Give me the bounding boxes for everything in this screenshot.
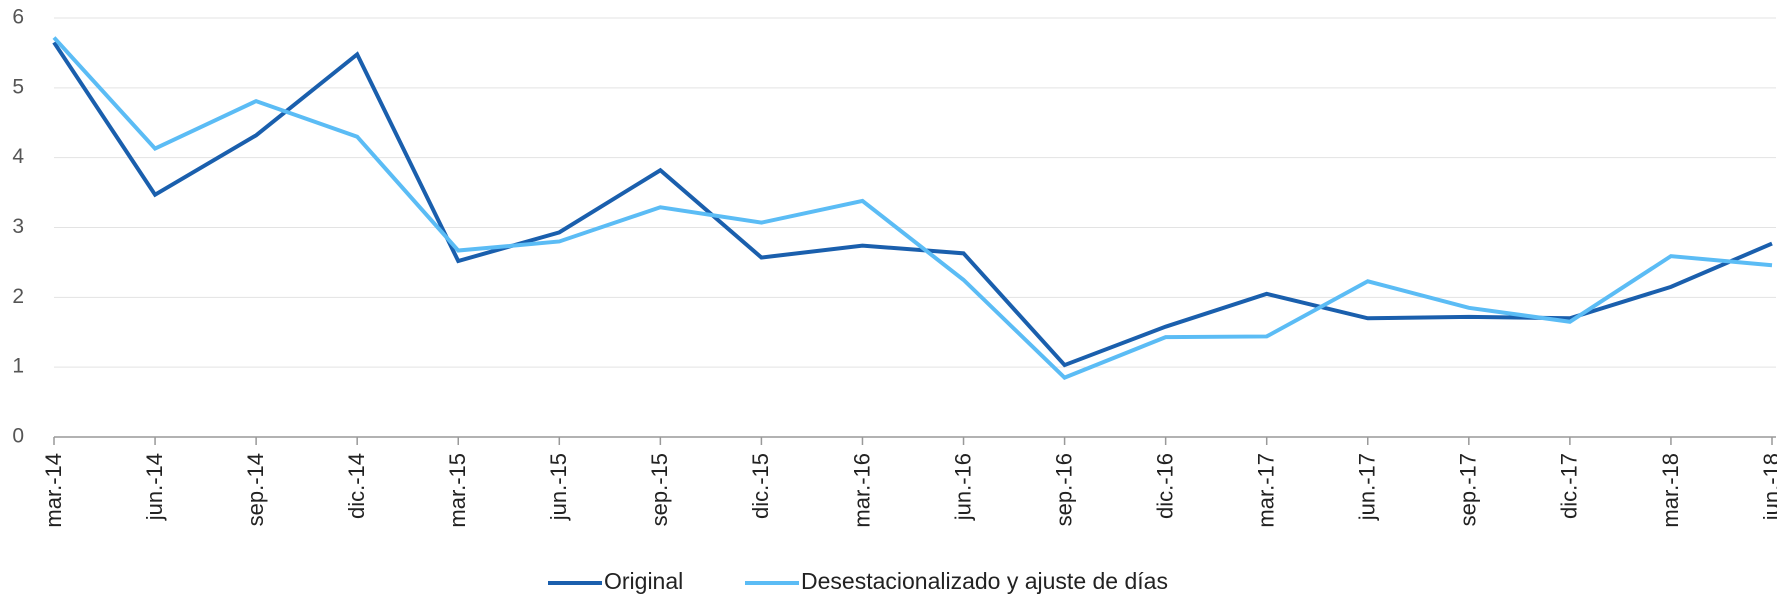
x-tick-label: jun.-18 — [1759, 453, 1777, 521]
x-tick-label: sep.-17 — [1456, 453, 1481, 526]
x-tick-label: jun.-15 — [546, 453, 571, 521]
y-tick-label: 4 — [12, 145, 24, 168]
x-tick-label: mar.-15 — [445, 453, 470, 528]
x-tick-label: sep.-14 — [243, 453, 268, 526]
x-tick-label: mar.-16 — [849, 453, 874, 528]
legend-label: Original — [604, 568, 683, 594]
x-tick-label: jun.-16 — [950, 453, 975, 521]
x-tick-label: jun.-14 — [142, 453, 167, 521]
x-tick-label: dic.-15 — [748, 453, 773, 519]
y-tick-label: 1 — [12, 355, 24, 378]
y-tick-label: 3 — [12, 215, 24, 238]
x-tick-label: dic.-16 — [1152, 453, 1177, 519]
y-tick-label: 5 — [12, 75, 24, 98]
x-tick-label: dic.-17 — [1557, 453, 1582, 519]
x-tick-label: mar.-17 — [1254, 453, 1279, 528]
x-tick-label: sep.-16 — [1051, 453, 1076, 526]
x-tick-label: mar.-18 — [1658, 453, 1683, 528]
series-line — [52, 41, 1773, 368]
x-tick-label: mar.-14 — [41, 453, 66, 528]
series-line — [52, 36, 1773, 380]
x-tick-label: dic.-14 — [344, 453, 369, 519]
x-tick-label: jun.-17 — [1355, 453, 1380, 521]
y-tick-label: 6 — [12, 6, 24, 29]
y-tick-label: 0 — [12, 425, 24, 448]
legend-label: Desestacionalizado y ajuste de días — [801, 568, 1168, 594]
y-tick-label: 2 — [12, 285, 24, 308]
x-tick-label: sep.-15 — [647, 453, 672, 526]
